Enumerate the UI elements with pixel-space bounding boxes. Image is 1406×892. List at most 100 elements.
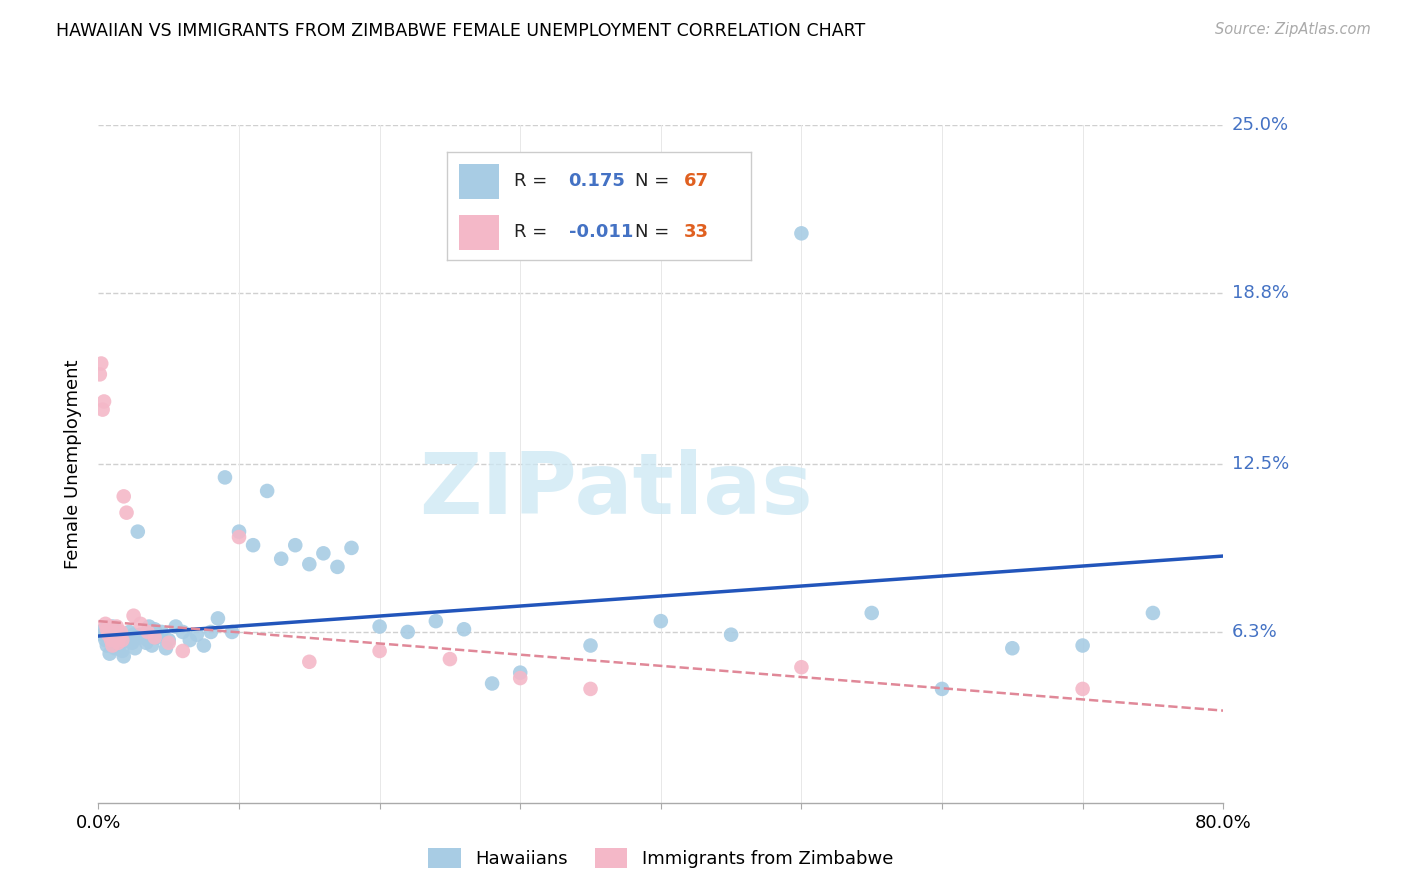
Point <box>101 639 124 653</box>
Point <box>100 631 122 645</box>
FancyBboxPatch shape <box>460 215 499 250</box>
Point <box>312 546 335 560</box>
Point <box>97 628 120 642</box>
Text: N =: N = <box>636 172 675 190</box>
Point <box>481 676 503 690</box>
Text: 6.3%: 6.3% <box>1232 623 1277 641</box>
Point <box>157 636 180 650</box>
Point <box>179 633 201 648</box>
Point <box>790 227 813 241</box>
Point <box>579 681 602 696</box>
Point <box>129 616 152 631</box>
Point <box>111 633 134 648</box>
Point <box>127 524 149 539</box>
Point <box>284 538 307 552</box>
Point <box>368 619 391 633</box>
Text: ZIPatlas: ZIPatlas <box>419 450 813 533</box>
Point <box>104 641 127 656</box>
Point <box>98 619 121 633</box>
Point <box>110 624 132 639</box>
Point <box>136 624 159 639</box>
Point <box>115 506 138 520</box>
Point <box>509 665 531 680</box>
Point <box>650 614 672 628</box>
Point <box>298 557 321 571</box>
Point <box>107 636 129 650</box>
Point <box>110 628 132 642</box>
Point <box>97 624 120 639</box>
Point <box>118 624 141 639</box>
Point <box>129 628 152 642</box>
Point <box>89 368 111 382</box>
Point <box>136 633 159 648</box>
Point <box>108 639 131 653</box>
Text: -0.011: -0.011 <box>568 223 633 241</box>
Point <box>105 624 128 639</box>
Point <box>124 641 146 656</box>
Point <box>790 660 813 674</box>
Point <box>96 639 118 653</box>
Text: 33: 33 <box>683 223 709 241</box>
Point <box>94 633 117 648</box>
Text: Source: ZipAtlas.com: Source: ZipAtlas.com <box>1215 22 1371 37</box>
Text: R =: R = <box>515 172 553 190</box>
Y-axis label: Female Unemployment: Female Unemployment <box>65 359 83 568</box>
FancyBboxPatch shape <box>460 164 499 199</box>
Point <box>340 541 363 555</box>
Point <box>579 639 602 653</box>
Point <box>1071 681 1094 696</box>
Point <box>103 624 125 639</box>
Text: 12.5%: 12.5% <box>1232 455 1289 473</box>
Point <box>396 624 419 639</box>
Point <box>107 633 129 648</box>
Point <box>100 633 122 648</box>
Point <box>270 551 292 566</box>
Point <box>122 608 145 623</box>
Point <box>146 631 169 645</box>
Text: HAWAIIAN VS IMMIGRANTS FROM ZIMBABWE FEMALE UNEMPLOYMENT CORRELATION CHART: HAWAIIAN VS IMMIGRANTS FROM ZIMBABWE FEM… <box>56 22 866 40</box>
Point <box>132 631 155 645</box>
Point <box>96 622 118 636</box>
Point <box>207 611 229 625</box>
Point <box>91 628 114 642</box>
Text: 67: 67 <box>683 172 709 190</box>
Point <box>157 633 180 648</box>
Point <box>193 639 215 653</box>
Point <box>214 470 236 484</box>
Point <box>90 357 112 371</box>
Point <box>1071 639 1094 653</box>
Point <box>121 636 143 650</box>
Point <box>860 606 883 620</box>
Point <box>111 644 134 658</box>
Point <box>256 483 278 498</box>
Point <box>122 628 145 642</box>
Point <box>931 681 953 696</box>
Point <box>108 631 131 645</box>
Point <box>720 628 742 642</box>
Point <box>165 619 187 633</box>
Point <box>143 622 166 636</box>
Point <box>186 628 208 642</box>
Point <box>91 402 114 417</box>
Point <box>143 631 166 645</box>
Point <box>509 671 531 685</box>
Text: N =: N = <box>636 223 675 241</box>
Point <box>1001 641 1024 656</box>
Point <box>425 614 447 628</box>
Point <box>439 652 461 666</box>
Point <box>138 619 160 633</box>
Point <box>115 633 138 648</box>
Point <box>101 619 124 633</box>
Point <box>103 636 125 650</box>
Point <box>326 560 349 574</box>
Point <box>200 624 222 639</box>
Point <box>93 622 115 636</box>
Point <box>141 639 163 653</box>
Point <box>93 394 115 409</box>
Point <box>228 524 250 539</box>
Point <box>155 641 177 656</box>
Text: R =: R = <box>515 223 553 241</box>
Point <box>453 622 475 636</box>
Point <box>172 624 194 639</box>
Point <box>150 624 173 639</box>
